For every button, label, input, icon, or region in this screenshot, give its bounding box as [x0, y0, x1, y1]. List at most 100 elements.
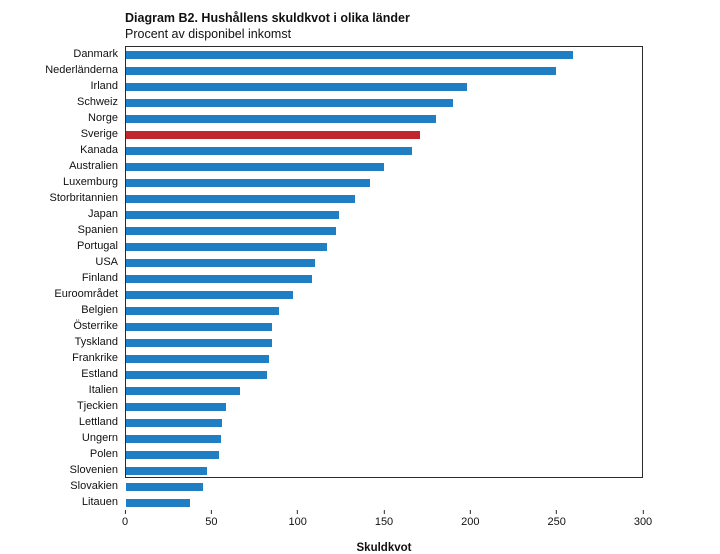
bar-irland — [126, 83, 467, 91]
bar-row-schweiz — [126, 95, 642, 111]
y-label-storbritannien: Storbritannien — [49, 192, 119, 204]
bar-slovakien — [126, 483, 204, 491]
x-tick-100: 100 — [288, 510, 307, 528]
bar-row-estland — [126, 367, 642, 383]
bar-row-slovenien — [126, 463, 642, 479]
bar-japan — [126, 211, 340, 219]
chart-subtitle: Procent av disponibel inkomst — [125, 27, 292, 41]
chart-header: Diagram B2. Hushållens skuldkvot i olika… — [125, 10, 673, 42]
bar-row-kanada — [126, 143, 642, 159]
bar-lettland — [126, 419, 223, 427]
chart-title: Diagram B2. Hushållens skuldkvot i olika… — [125, 11, 410, 25]
x-axis: 0 50 100 150 200 250 300 — [122, 510, 652, 532]
y-label-usa: USA — [95, 256, 118, 268]
plot-row: Danmark Nederländerna Irland Schweiz Norge Sv… — [28, 46, 673, 510]
x-tick-300: 300 — [634, 510, 652, 528]
bar-luxemburg — [126, 179, 371, 187]
bar-storbritannien — [126, 195, 355, 203]
bar-row-portugal — [126, 239, 642, 255]
y-label-ungern: Ungern — [81, 432, 118, 444]
bar-slovenien — [126, 467, 207, 475]
bar-row-australien — [126, 159, 642, 175]
bar-row-tjeckien — [126, 399, 642, 415]
y-axis-labels: Danmark Nederländerna Irland Schweiz Norge Sv… — [28, 46, 125, 510]
x-tick-mark — [210, 510, 212, 514]
y-label-slovakien: Slovakien — [70, 480, 118, 492]
y-label-australien: Australien — [69, 160, 118, 172]
bar-row-nederlanderna — [126, 63, 642, 79]
y-label-slovenien: Slovenien — [69, 464, 118, 476]
y-label-belgien: Belgien — [81, 304, 118, 316]
bar-tjeckien — [126, 403, 226, 411]
bar-row-spanien — [126, 223, 642, 239]
x-tick-label: 200 — [461, 516, 480, 528]
bar-row-storbritannien — [126, 191, 642, 207]
y-label-euroomradet: Euroområdet — [54, 288, 118, 300]
y-label-nederlanderna: Nederländerna — [45, 64, 118, 76]
x-tick-0: 0 — [122, 510, 128, 528]
bar-finland — [126, 275, 312, 283]
x-tick-250: 250 — [547, 510, 566, 528]
bar-row-slovakien — [126, 479, 642, 495]
y-label-lettland: Lettland — [78, 416, 118, 428]
bar-frankrike — [126, 355, 269, 363]
x-tick-label: 150 — [374, 516, 394, 528]
x-tick-label: 0 — [121, 516, 129, 528]
bar-spanien — [126, 227, 336, 235]
plot-area — [125, 46, 643, 507]
x-tick-150: 150 — [375, 510, 393, 528]
y-label-spanien: Spanien — [77, 224, 118, 236]
bar-ungern — [126, 435, 221, 443]
y-label-norge: Norge — [88, 112, 118, 124]
bar-row-japan — [126, 207, 642, 223]
x-tick-50: 50 — [205, 510, 217, 528]
bar-schweiz — [126, 99, 453, 107]
bar-row-euroomradet — [126, 287, 642, 303]
x-tick-label: 50 — [205, 516, 218, 528]
bar-row-litauen — [126, 495, 642, 511]
bar-row-frankrike — [126, 351, 642, 367]
x-axis-title: Skuldkvot — [356, 542, 412, 554]
bar-usa — [126, 259, 316, 267]
bar-euroomradet — [126, 291, 293, 299]
x-tick-mark — [642, 510, 644, 514]
x-tick-mark — [469, 510, 471, 514]
bar-row-ungern — [126, 431, 642, 447]
y-label-irland: Irland — [90, 80, 118, 92]
bar-row-irland — [126, 79, 642, 95]
y-label-portugal: Portugal — [77, 240, 118, 252]
bar-row-lettland — [126, 415, 642, 431]
bar-danmark — [126, 51, 574, 59]
bar-row-polen — [126, 447, 642, 463]
y-label-polen: Polen — [89, 448, 118, 460]
bar-row-italien — [126, 383, 642, 399]
y-label-luxemburg: Luxemburg — [62, 176, 118, 188]
x-tick-200: 200 — [461, 510, 480, 528]
y-label-osterrike: Österrike — [73, 320, 118, 332]
bar-polen — [126, 451, 219, 459]
bar-sverige — [126, 131, 421, 139]
x-tick-label: 100 — [288, 516, 307, 528]
y-label-schweiz: Schweiz — [77, 96, 118, 108]
y-label-kanada: Kanada — [80, 144, 118, 156]
y-label-estland: Estland — [81, 368, 118, 380]
bar-osterrike — [126, 323, 273, 331]
y-label-sverige: Sverige — [80, 128, 118, 140]
bar-row-usa — [126, 255, 642, 271]
bar-australien — [126, 163, 384, 171]
y-label-tjeckien: Tjeckien — [77, 400, 118, 412]
bar-estland — [126, 371, 268, 379]
x-tick-mark — [383, 510, 385, 514]
bar-litauen — [126, 499, 190, 507]
x-tick-mark — [556, 510, 558, 514]
bar-row-finland — [126, 271, 642, 287]
x-tick-label: 300 — [633, 516, 653, 528]
y-label-frankrike: Frankrike — [72, 352, 118, 364]
bar-italien — [126, 387, 240, 395]
x-tick-label: 250 — [547, 516, 566, 528]
bar-chart: Diagram B2. Hushållens skuldkvot i olika… — [28, 10, 673, 554]
bar-row-osterrike — [126, 319, 642, 335]
bar-row-belgien — [126, 303, 642, 319]
y-label-finland: Finland — [81, 272, 118, 284]
y-label-italien: Italien — [88, 384, 118, 396]
